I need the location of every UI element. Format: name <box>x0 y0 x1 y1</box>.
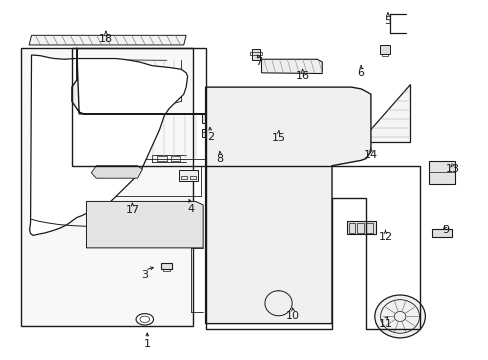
Polygon shape <box>86 202 203 248</box>
Text: 2: 2 <box>206 132 214 142</box>
Bar <box>157 156 166 161</box>
Bar <box>344 142 358 150</box>
Bar <box>111 124 122 129</box>
Polygon shape <box>30 55 187 235</box>
Polygon shape <box>72 48 370 324</box>
Bar <box>250 52 262 55</box>
Text: 3: 3 <box>141 270 148 280</box>
Bar <box>51 189 69 194</box>
Ellipse shape <box>374 295 425 338</box>
Bar <box>431 229 451 237</box>
Text: 16: 16 <box>295 71 309 81</box>
Bar <box>241 115 250 125</box>
Bar <box>170 156 180 161</box>
Bar <box>126 124 139 129</box>
Bar <box>161 263 171 269</box>
Bar <box>21 48 193 327</box>
Bar <box>275 115 284 125</box>
Polygon shape <box>358 84 409 143</box>
Text: 8: 8 <box>216 154 224 163</box>
Bar <box>201 113 209 123</box>
Polygon shape <box>91 166 142 178</box>
Bar <box>179 170 198 181</box>
Bar <box>252 49 260 60</box>
Bar <box>163 269 169 271</box>
Text: 5: 5 <box>384 16 390 26</box>
Bar <box>381 54 387 56</box>
Text: 13: 13 <box>445 164 459 174</box>
Bar <box>252 115 261 125</box>
Text: 11: 11 <box>378 319 392 329</box>
Text: 1: 1 <box>143 339 150 348</box>
Text: 7: 7 <box>255 57 262 67</box>
Text: 14: 14 <box>363 150 377 160</box>
Bar <box>379 45 389 54</box>
Ellipse shape <box>136 314 153 325</box>
Bar <box>346 221 375 234</box>
Bar <box>181 176 187 179</box>
Bar <box>264 115 272 125</box>
Text: 15: 15 <box>271 133 285 143</box>
Bar <box>428 161 454 184</box>
Text: 4: 4 <box>187 203 194 213</box>
Bar <box>201 129 209 137</box>
Bar <box>51 198 69 202</box>
Polygon shape <box>29 35 186 45</box>
Bar <box>190 176 196 179</box>
Bar <box>239 113 287 126</box>
Bar <box>366 223 372 233</box>
Bar <box>348 223 355 233</box>
Text: 18: 18 <box>99 34 113 44</box>
Text: 10: 10 <box>285 311 300 321</box>
Text: 17: 17 <box>125 205 140 215</box>
Polygon shape <box>261 59 322 73</box>
Text: 12: 12 <box>378 232 392 242</box>
Text: 9: 9 <box>442 225 449 235</box>
Text: 6: 6 <box>357 68 364 78</box>
Bar <box>357 223 364 233</box>
